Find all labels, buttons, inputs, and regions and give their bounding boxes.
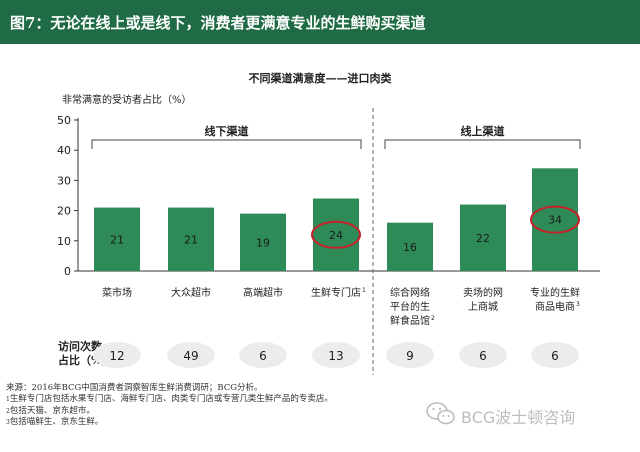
bar-value-label: 16 (403, 241, 417, 254)
group-bracket-1 (384, 139, 581, 149)
category-label: 综合网络平台的生鲜食品馆 (390, 286, 430, 327)
y-tick-label: 10 (57, 235, 71, 248)
category-footnote-mark: 3 (576, 301, 580, 308)
group-label-1: 线上渠道 (461, 124, 505, 138)
category-footnote-mark: 1 (362, 287, 366, 294)
bar-value-label: 24 (329, 229, 343, 242)
bar-5 (460, 204, 506, 271)
highlight-circle (530, 205, 580, 234)
title-banner: 图7：无论在线上或是线下，消费者更满意专业的生鲜购买渠道 (0, 0, 640, 44)
bar-1 (168, 207, 214, 271)
category-label: 大众超市 (171, 286, 211, 299)
category-label: 专业的生鲜商品电商 (530, 286, 580, 313)
y-tick-label: 30 (57, 174, 71, 187)
category-label: 高端超市 (243, 286, 283, 299)
footnote-2: 2包括天猫、京东超市。 (6, 405, 95, 416)
group-label-0: 线下渠道 (205, 124, 249, 138)
sample-size-pill (167, 342, 215, 368)
wechat-icon (426, 402, 455, 425)
source-note: 来源：2016年BCG中国消费者洞察智库生鲜消费调研；BCG分析。 (6, 383, 263, 393)
chart-title: 不同渠道满意度——进口肉类 (249, 71, 393, 85)
figure-title: 图7：无论在线上或是线下，消费者更满意专业的生鲜购买渠道 (10, 14, 426, 32)
footnote-3: 3包括喵鲜生、京东生鲜。 (6, 416, 104, 427)
bar-6 (532, 168, 578, 271)
sample-size-value: 9 (406, 349, 414, 363)
category-label: 卖场的网上商城 (463, 286, 503, 313)
bar-value-label: 22 (476, 232, 490, 245)
bar-value-label: 21 (110, 233, 124, 246)
sample-size-pill (93, 342, 141, 368)
y-axis-label: 非常满意的受访者占比（%） (62, 93, 192, 106)
bar-4 (387, 222, 433, 271)
category-footnote-mark: 2 (431, 315, 435, 322)
bar-value-label: 19 (256, 236, 270, 249)
y-tick-label: 40 (57, 144, 71, 157)
bar-value-label: 34 (548, 214, 562, 227)
sample-size-value: 6 (551, 349, 559, 363)
sample-size-value: 49 (183, 349, 198, 363)
watermark-text: BCG波士顿咨询 (461, 408, 576, 427)
y-tick-label: 20 (57, 205, 71, 218)
sample-size-pill (531, 342, 579, 368)
category-label: 菜市场 (102, 286, 132, 299)
footnote-1: 1生鲜专门店包括水果专门店、海鲜专门店、肉类专门店或专营几类生鲜产品的专卖店。 (6, 394, 333, 405)
y-tick-label: 0 (64, 265, 71, 278)
sample-size-value: 6 (259, 349, 267, 363)
footnotes: 来源：2016年BCG中国消费者洞察智库生鲜消费调研；BCG分析。 1生鲜专门店… (6, 383, 436, 428)
sample-size-value: 6 (479, 349, 487, 363)
bar-0 (94, 207, 140, 271)
sample-size-pill (386, 342, 434, 368)
sample-size-pill (459, 342, 507, 368)
bar-3 (313, 198, 359, 271)
bar-2 (240, 213, 286, 271)
sample-size-value: 13 (328, 349, 343, 363)
group-bracket-0 (91, 139, 362, 149)
sample-size-pill (312, 342, 360, 368)
y-tick-label: 50 (57, 114, 71, 127)
sample-label-line-1: 访问次数 (58, 339, 103, 353)
watermark: BCG波士顿咨询 (425, 398, 640, 432)
sample-size-pill (239, 342, 287, 368)
bar-value-label: 21 (184, 233, 198, 246)
sample-size-value: 12 (109, 349, 124, 363)
highlight-circle (311, 220, 361, 249)
category-label: 生鲜专门店 (311, 286, 361, 299)
